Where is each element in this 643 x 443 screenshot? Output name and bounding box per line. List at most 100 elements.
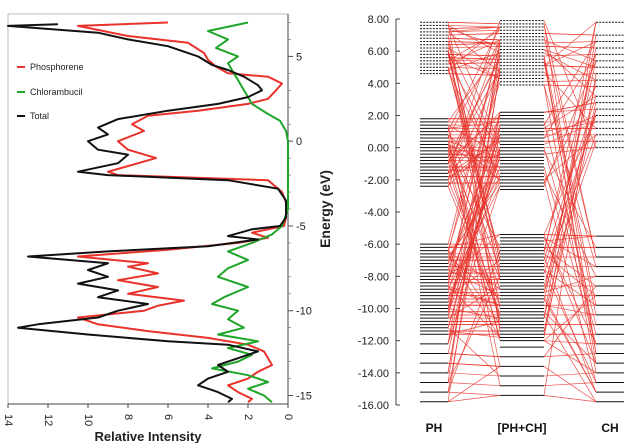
eld-connector-ph-to-complex: [447, 26, 501, 71]
eld-connector-ch-to-complex: [543, 49, 597, 97]
eld-connector-ph-to-complex: [447, 60, 501, 155]
eld-connector-ph-to-complex: [447, 43, 501, 383]
eld-connector-ch-to-complex: [543, 35, 597, 335]
dos-intensity-ticks: 14 12 10 8 6 4 2 0: [2, 404, 294, 426]
dos-series-line-phosphorene: [77, 21, 287, 404]
eld-connector-ph-to-complex: [447, 125, 501, 367]
eld-connector-ch-to-complex: [543, 49, 597, 68]
dos-intensity-tick-label: 0: [282, 414, 294, 420]
eld-connector-ph-to-complex: [447, 49, 501, 123]
eld-connector-ph-to-complex: [447, 353, 501, 358]
eld-connector-ph-to-complex: [447, 186, 501, 344]
eld-connector-ch-to-complex: [543, 150, 597, 248]
eld-connector-ph-to-complex: [447, 57, 501, 60]
dos-chart: 5 0 -5 -10 -15 14 12 10 8 6 4 2 0 Relative Intensit…: [2, 13, 333, 443]
eld-connector-ch-to-complex: [543, 314, 597, 402]
eld-energy-tick-label: 4.00: [368, 78, 389, 90]
eld-connector-ph-to-complex: [447, 81, 501, 251]
eld-connector-ph-to-complex: [447, 366, 501, 403]
eld-connector-ch-to-complex: [543, 20, 597, 148]
eld-connector-ch-to-complex: [543, 102, 597, 113]
eld-connector-ph-to-complex: [447, 391, 501, 396]
dos-energy-tick-label: 0: [296, 136, 302, 148]
eld-connector-ch-to-complex: [543, 84, 597, 373]
eld-column-label-ph: PH: [426, 421, 443, 435]
eld-connector-ph-to-complex: [447, 321, 501, 335]
eld-connector-ch-to-complex: [543, 54, 597, 57]
eld-connector-ph-to-complex: [447, 26, 501, 33]
eld-connector-ph-to-complex: [447, 41, 501, 44]
eld-connector-ch-to-complex: [543, 247, 597, 287]
eld-connector-ph-to-complex: [447, 125, 501, 354]
eld-connector-ph-to-complex: [447, 43, 501, 254]
eld-connector-ch-to-complex: [543, 33, 597, 36]
dos-y-axis-title: Energy (eV): [317, 170, 333, 248]
dos-series-line-total: [7, 23, 287, 404]
dos-plot-frame: [7, 13, 289, 405]
eld-connector-ph-to-complex: [447, 327, 501, 377]
eld-connector-ph-to-complex: [447, 250, 501, 393]
eld-energy-tick-label: -6.00: [364, 239, 389, 251]
eld-connector-ch-to-complex: [543, 256, 597, 393]
eld-connector-ch-to-complex: [543, 108, 597, 113]
eld-connector-ph-to-complex: [447, 395, 501, 403]
dos-intensity-tick-label: 14: [2, 414, 14, 426]
eld-energy-tick-label: -16.00: [358, 400, 389, 412]
eld-energy-tick-label: 8.00: [368, 14, 389, 26]
dos-legend: Phosphorene Chlorambucil Total: [17, 62, 84, 121]
eld-connector-ph-to-complex: [447, 144, 501, 290]
eld-connector-ph-to-complex: [447, 362, 501, 367]
eld-connector-ch-to-complex: [543, 45, 597, 49]
eld-energy-tick-label: 2.00: [368, 111, 389, 123]
eld-connector-ph-to-complex: [447, 179, 501, 306]
eld-connector-ch-to-complex: [543, 36, 597, 258]
eld-connector-ch-to-complex: [543, 298, 597, 393]
eld-connector-ch-to-complex: [543, 54, 597, 251]
eld-connector-ch-to-complex: [543, 95, 597, 129]
eld-connector-ph-to-complex: [447, 33, 501, 36]
eld-connector-ch-to-complex: [543, 353, 597, 358]
eld-connector-ph-to-complex: [447, 147, 501, 328]
eld-connector-ch-to-complex: [543, 41, 597, 44]
eld-connector-ch-to-complex: [543, 55, 597, 306]
eld-connector-ph-to-complex: [447, 21, 501, 25]
eld-connector-ph-to-complex: [447, 372, 501, 377]
eld-connector-ch-to-complex: [543, 141, 597, 293]
eld-connector-ph-to-complex: [447, 37, 501, 41]
eld-connector-ch-to-complex: [543, 55, 597, 364]
eld-connector-ph-to-complex: [447, 45, 501, 49]
eld-connector-ch-to-complex: [543, 23, 597, 354]
eld-connector-ph-to-complex: [447, 288, 501, 306]
eld-connector-ph-to-complex: [447, 29, 501, 33]
dos-energy-ticks: 5 0 -5 -10 -15: [288, 22, 312, 403]
eld-energy-tick-label: -14.00: [358, 368, 389, 380]
eld-connector-ch-to-complex: [543, 21, 597, 66]
eld-connector-ch-to-complex: [543, 237, 597, 267]
eld-connector-ph-to-complex: [447, 51, 501, 184]
eld-connector-ch-to-complex: [543, 115, 597, 267]
dos-x-axis-title: Relative Intensity: [95, 429, 203, 443]
energy-level-chart: 8.00 6.00 4.00 2.00 0.00 -2.00 -4.00 -6.00 -8.00…: [358, 14, 624, 435]
eld-connector-ch-to-complex: [543, 60, 597, 187]
eld-connector-ph-to-complex: [447, 26, 501, 29]
eld-connector-ch-to-complex: [543, 121, 597, 132]
dos-series-group: [7, 21, 289, 404]
eld-connector-ch-to-complex: [543, 39, 597, 62]
eld-connector-ch-to-complex: [543, 134, 597, 274]
eld-connector-lines: [447, 20, 597, 403]
eld-connector-ch-to-complex: [543, 275, 597, 293]
eld-connector-ph-to-complex: [447, 144, 501, 181]
eld-energy-tick-label: -4.00: [364, 207, 389, 219]
dos-intensity-tick-label: 10: [82, 414, 94, 426]
eld-connector-ph-to-complex: [447, 25, 501, 28]
eld-connector-ph-to-complex: [447, 42, 501, 46]
eld-connector-ch-to-complex: [543, 173, 597, 277]
eld-connector-ph-to-complex: [447, 68, 501, 187]
eld-energy-tick-label: -12.00: [358, 336, 389, 348]
eld-connector-ph-to-complex: [447, 52, 501, 287]
eld-energy-tick-label: 0.00: [368, 143, 389, 155]
eld-level-lines: [420, 20, 624, 403]
dos-intensity-tick-label: 2: [242, 414, 254, 420]
legend-label-chlorambucil: Chlorambucil: [30, 87, 83, 97]
